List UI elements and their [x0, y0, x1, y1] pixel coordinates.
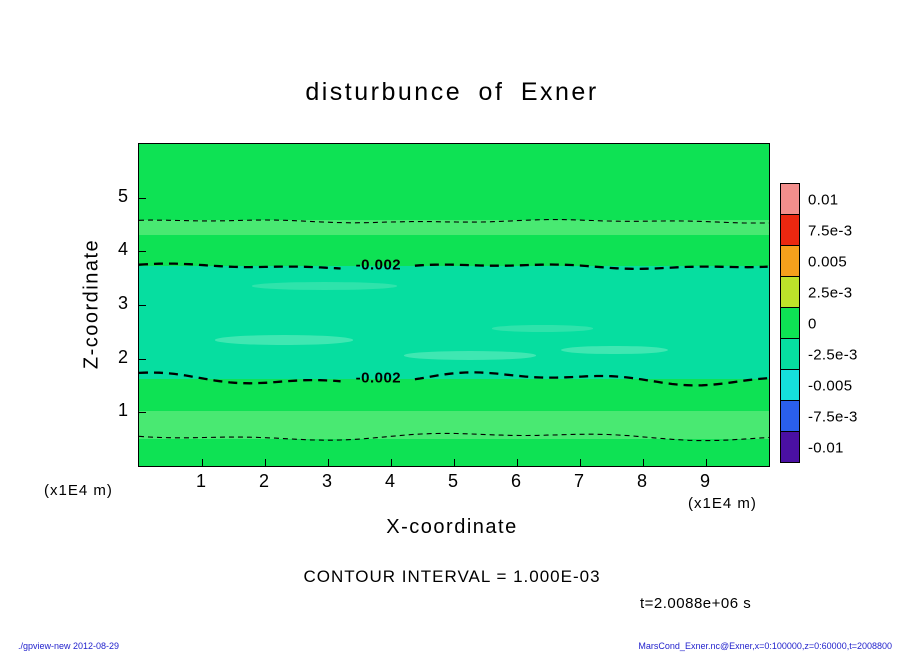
fill-band: [139, 144, 769, 221]
colorbar-label: -0.01: [808, 439, 844, 456]
x-tick-label: 1: [195, 471, 206, 491]
plot-area: -0.002 -0.002: [138, 143, 770, 467]
fill-band: [139, 220, 769, 236]
x-axis-unit: (x1E4 m): [688, 495, 757, 512]
y-tick-mark: [139, 197, 146, 199]
fill-band: [139, 266, 769, 379]
x-tick-label: 5: [447, 471, 458, 491]
fill-patch: [491, 325, 593, 332]
contour-line: [414, 371, 768, 387]
y-tick-label: 1: [117, 400, 128, 421]
x-tick-label: 6: [510, 471, 521, 491]
contour-line-label: -0.002: [355, 369, 402, 387]
chart-title: disturbunce of Exner: [305, 78, 599, 106]
x-tick-label: 9: [699, 471, 710, 491]
colorbar-label: 2.5e-3: [808, 284, 853, 301]
x-tick-mark: [580, 459, 581, 466]
y-tick-mark: [139, 251, 146, 253]
x-tick-label: 4: [384, 471, 395, 491]
colorbar-swatch: [780, 369, 800, 401]
colorbar-label: 7.5e-3: [808, 222, 853, 239]
y-axis-label: Z-coordinate: [80, 238, 103, 370]
x-tick-mark: [265, 459, 266, 466]
colorbar-label: -2.5e-3: [808, 346, 858, 363]
contour-line: [414, 263, 768, 271]
footer-source-text: MarsCond_Exner.nc@Exner,x=0:100000,z=0:6…: [638, 641, 892, 651]
x-axis-label: X-coordinate: [386, 516, 518, 538]
fill-patch: [403, 351, 536, 360]
y-tick-label: 4: [117, 239, 128, 260]
x-tick-mark: [391, 459, 392, 466]
contour-lines-layer: [139, 219, 769, 442]
x-tick-mark: [706, 459, 707, 466]
x-tick-mark: [328, 459, 329, 466]
contour-line: [139, 371, 341, 385]
fill-patch: [252, 282, 398, 290]
y-tick-label: 5: [117, 185, 128, 206]
colorbar-swatch: [780, 245, 800, 277]
colorbar-swatch: [780, 431, 800, 463]
x-tick-label: 3: [321, 471, 332, 491]
fill-patch: [214, 335, 354, 345]
fill-band: [139, 411, 769, 440]
y-tick-mark: [139, 358, 146, 360]
footer-command-text: ./gpview-new 2012-08-29: [18, 641, 120, 651]
contour-line: [139, 432, 769, 442]
x-tick-mark: [202, 459, 203, 466]
colorbar-label: -0.005: [808, 377, 853, 394]
time-annotation: t=2.0088e+06 s: [640, 595, 752, 612]
x-tick-label: 7: [573, 471, 584, 491]
x-tick-label: 8: [636, 471, 647, 491]
colorbar-label: 0.005: [808, 253, 848, 270]
contour-line-label: -0.002: [355, 256, 402, 274]
colorbar-swatch: [780, 276, 800, 308]
y-tick-mark: [139, 412, 146, 414]
y-axis-unit: (x1E4 m): [44, 482, 113, 499]
colorbar-swatch: [780, 307, 800, 339]
contour-interval-note: CONTOUR INTERVAL = 1.000E-03: [303, 567, 601, 586]
x-tick-mark: [643, 459, 644, 466]
contour-line: [139, 219, 769, 224]
colorbar-swatch: [780, 183, 800, 215]
colorbar-swatch: [780, 214, 800, 246]
y-tick-label: 3: [117, 293, 128, 313]
fill-patch: [561, 345, 669, 355]
colorbar-swatch: [780, 400, 800, 432]
y-tick-mark: [139, 305, 146, 306]
colorbar-label: -7.5e-3: [808, 408, 858, 425]
fill-band: [139, 235, 769, 267]
x-tick-label: 2: [258, 471, 269, 491]
x-tick-mark: [454, 459, 455, 466]
colorbar-label: 0.01: [808, 191, 839, 208]
contour-line: [139, 262, 341, 270]
x-tick-mark: [517, 459, 518, 466]
y-tick-label: 2: [117, 346, 128, 367]
colorbar-swatch: [780, 338, 800, 370]
colorbar-label: 0: [808, 315, 817, 332]
